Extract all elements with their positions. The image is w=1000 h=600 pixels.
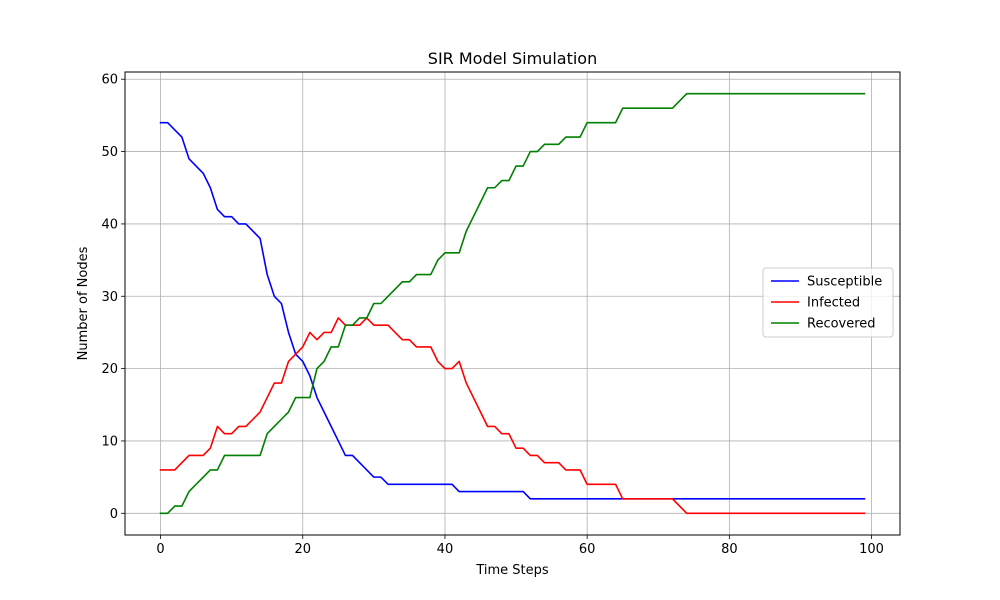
legend-label-susceptible: Susceptible bbox=[807, 275, 882, 290]
x-tick-label: 40 bbox=[437, 542, 454, 557]
x-tick-label: 100 bbox=[859, 542, 884, 557]
legend-label-infected: Infected bbox=[807, 296, 860, 311]
legend-label-recovered: Recovered bbox=[807, 317, 876, 332]
series-line-infected bbox=[159, 317, 866, 515]
x-axis-label: Time Steps bbox=[475, 563, 549, 578]
y-tick-label: 20 bbox=[101, 362, 118, 377]
y-tick-label: 60 bbox=[101, 73, 118, 88]
x-tick-label: 20 bbox=[294, 542, 311, 557]
y-axis-label: Number of Nodes bbox=[76, 246, 91, 360]
series-line-recovered bbox=[159, 92, 866, 515]
y-tick-label: 40 bbox=[101, 217, 118, 232]
x-tick-label: 0 bbox=[156, 542, 164, 557]
plot-area-frame bbox=[124, 71, 901, 536]
y-tick-label: 50 bbox=[101, 145, 118, 160]
axis-ticks: 0 20 40 60 80 100 0 10 20 30 40 50 60 bbox=[101, 73, 884, 557]
legend-box bbox=[762, 267, 894, 338]
y-tick-label: 30 bbox=[101, 290, 118, 305]
chart-title: SIR Model Simulation bbox=[428, 49, 597, 68]
y-tick-label: 10 bbox=[101, 434, 118, 449]
x-tick-label: 60 bbox=[579, 542, 596, 557]
x-tick-label: 80 bbox=[721, 542, 738, 557]
legend: Susceptible Infected Recovered bbox=[762, 267, 894, 338]
y-tick-label: 0 bbox=[110, 507, 118, 522]
series-line-susceptible bbox=[159, 121, 866, 500]
series-lines bbox=[159, 92, 866, 515]
